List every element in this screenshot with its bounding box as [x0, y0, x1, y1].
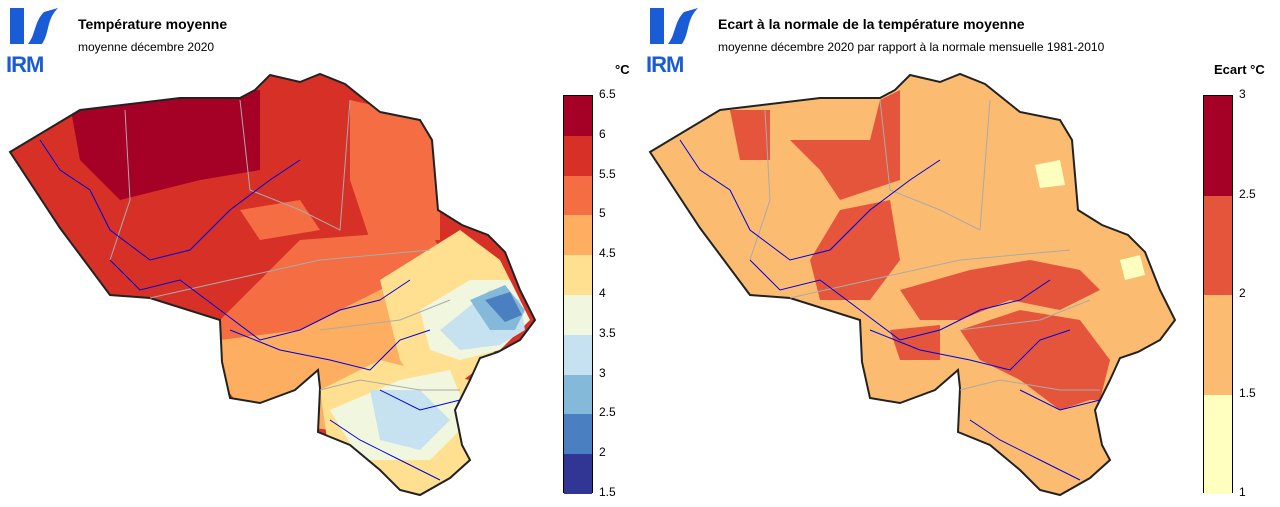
legend-tick-label: 6.5 [599, 87, 616, 101]
legend-tick-label: 5 [599, 206, 606, 221]
legend-tick-label: 1.5 [1239, 385, 1256, 400]
legend-swatch [564, 175, 592, 216]
legend-swatch [564, 294, 592, 335]
legend-unit: Ecart °C [1214, 62, 1265, 77]
irm-logo: IRM [646, 4, 702, 77]
legend-swatch [564, 374, 592, 415]
irm-logo: IRM [6, 4, 62, 77]
logo-text: IRM [646, 52, 684, 77]
rivers [679, 139, 1101, 481]
legend-swatch [1204, 295, 1232, 395]
color-legend [563, 95, 593, 494]
legend-tick-label: 2 [599, 445, 606, 460]
anomaly-map [648, 72, 1177, 497]
legend-tick-label: 3 [1239, 87, 1246, 101]
legend-tick-label: 1 [1239, 485, 1246, 499]
country-border [648, 72, 1177, 497]
legend-swatch [1204, 96, 1232, 196]
temperature-map [8, 72, 537, 497]
map-subtitle: moyenne décembre 2020 par rapport à la n… [718, 40, 1105, 54]
legend-tick-label: 4 [599, 286, 606, 300]
legend-tick-label: 4.5 [599, 246, 616, 261]
irm-logo-icon [650, 8, 698, 44]
logo-text: IRM [6, 52, 44, 77]
legend-swatch [564, 215, 592, 256]
legend-tick-label: 1.5 [599, 485, 616, 499]
legend-swatch [1204, 195, 1232, 295]
legend-swatch [1204, 394, 1232, 494]
map-subtitle: moyenne décembre 2020 [78, 40, 215, 54]
color-legend [1203, 95, 1233, 494]
legend-swatch [564, 96, 592, 136]
legend-tick-label: 3.5 [599, 325, 616, 340]
irm-logo-icon [10, 8, 58, 44]
legend-swatch [564, 334, 592, 375]
legend-tick-label: 2.5 [599, 405, 616, 420]
country-border [8, 72, 537, 497]
legend-swatch [564, 414, 592, 455]
rivers [39, 139, 461, 481]
legend-tick-label: 2.5 [1239, 186, 1256, 201]
legend-tick-label: 6 [599, 126, 606, 141]
map-title: Température moyenne [78, 16, 228, 32]
right-panel: IRM Ecart à la normale de la température… [640, 0, 1280, 507]
legend-tick-label: 5.5 [599, 166, 616, 181]
left-panel: IRM Température moyenne moyenne décembre… [6, 4, 630, 499]
legend-tick-label: 3 [599, 365, 606, 380]
legend-swatch [564, 454, 592, 494]
legend-swatch [564, 255, 592, 295]
map-title: Ecart à la normale de la température moy… [718, 16, 1025, 32]
province-borders [109, 99, 460, 391]
province-borders [749, 99, 1100, 391]
legend-unit: °C [615, 62, 630, 77]
legend-tick-label: 2 [1239, 286, 1246, 300]
legend-swatch [564, 135, 592, 176]
